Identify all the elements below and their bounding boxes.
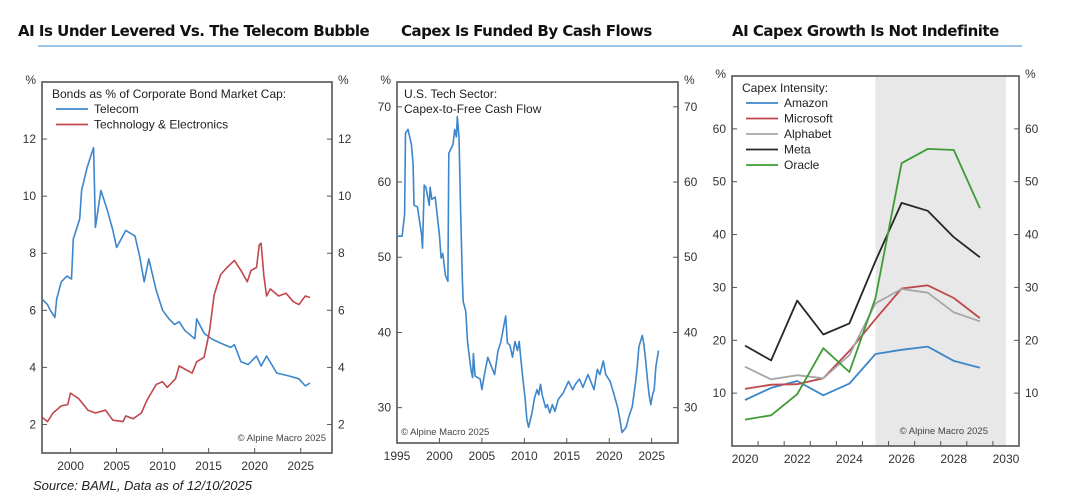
x-tick-label: 2024 [836,452,863,466]
y-tick-label-right: 10 [338,189,352,203]
x-tick-label: 2026 [888,452,915,466]
y-tick-label-left: 40 [713,228,727,242]
legend-label: Meta [784,143,811,157]
header-divider [38,45,1022,47]
y-tick-label-left: 30 [713,280,727,294]
plot-frame [731,75,1020,447]
y-tick-label-left: 50 [378,250,392,264]
y-tick-label-right: 6 [338,303,345,317]
copyright-annotation: © Alpine Macro 2025 [401,427,489,438]
legend-label: Microsoft [784,112,833,126]
y-tick-label-left: 20 [713,333,727,347]
legend-label: Amazon [784,96,828,110]
y-tick-label-left: 8 [29,246,36,260]
legend: U.S. Tech Sector:Capex-to-Free Cash Flow [404,87,542,116]
y-tick-label-right: 8 [338,246,345,260]
x-tick-label: 2000 [426,449,453,463]
x-tick-label: 2005 [469,449,496,463]
y-axis-unit-right: % [684,73,695,87]
x-tick-label: 2028 [940,452,967,466]
x-tick-label: 2010 [511,449,538,463]
y-tick-label-left: 70 [378,100,392,114]
x-tick-label: 1995 [384,449,411,463]
y-tick-label-right: 70 [684,100,698,114]
legend-label: Telecom [94,102,139,116]
x-tick-label: 2020 [732,452,759,466]
y-tick-label-right: 50 [684,250,698,264]
x-tick-label: 2020 [241,459,268,473]
y-tick-label-right: 50 [1025,175,1039,189]
legend-label: Alphabet [784,127,832,141]
y-tick-label-right: 60 [1025,122,1039,136]
legend-label: Oracle [784,158,820,172]
legend-title: Bonds as % of Corporate Bond Market Cap: [52,87,286,101]
series-group [744,147,981,421]
forecast-shaded-region [875,77,1006,446]
legend-subtitle: Capex-to-Free Cash Flow [404,102,542,116]
y-tick-label-left: 50 [713,175,727,189]
y-tick-label-right: 30 [684,401,698,415]
plot-frame [41,81,333,454]
y-axis-unit-right: % [338,73,349,87]
y-tick-label-left: 60 [378,175,392,189]
y-tick-label-right: 20 [1025,333,1039,347]
x-tick-label: 2005 [103,459,130,473]
y-axis-unit-left: % [715,67,726,81]
y-tick-label-right: 12 [338,132,352,146]
series-group [41,146,311,423]
x-tick-label: 2000 [57,459,84,473]
series-line-capex-to-free-cash-flow [397,115,660,434]
series-line-meta [744,201,981,362]
x-tick-label: 2025 [638,449,665,463]
y-tick-label-left: 60 [713,122,727,136]
y-tick-label-left: 6 [29,303,36,317]
y-tick-label-left: 10 [23,189,37,203]
x-tick-label: 2030 [993,452,1020,466]
y-tick-label-left: 12 [23,132,37,146]
copyright-annotation: © Alpine Macro 2025 [900,426,988,437]
legend-title: U.S. Tech Sector: [404,87,497,101]
series-group [397,115,660,434]
y-tick-label-right: 40 [684,325,698,339]
x-tick-label: 2025 [287,459,314,473]
y-axis-unit-right: % [1025,67,1036,81]
chart-1: % % 2 2 4 4 6 6 8 8 10 10 12 12 2000 2005 2010 2015 2020 20… [23,73,352,473]
x-tick-label: 2015 [195,459,222,473]
y-tick-label-right: 10 [1025,386,1039,400]
series-line-technology-electronics [41,242,311,423]
y-tick-label-right: 2 [338,417,345,431]
x-tick-label: 2010 [149,459,176,473]
y-tick-label-left: 10 [713,386,727,400]
legend-title: Capex Intensity: [742,81,828,95]
x-tick-label: 2015 [553,449,580,463]
chart-title-capex-cash-flows: Capex Is Funded By Cash Flows [401,22,652,40]
y-tick-label-left: 40 [378,325,392,339]
source-note: Source: BAML, Data as of 12/10/2025 [33,478,252,493]
y-tick-label-right: 40 [1025,228,1039,242]
y-tick-label-right: 60 [684,175,698,189]
chart-title-telecom-bubble: AI Is Under Levered Vs. The Telecom Bubb… [18,22,370,40]
y-tick-label-right: 30 [1025,280,1039,294]
series-line-oracle [744,147,981,421]
y-tick-label-left: 30 [378,401,392,415]
y-tick-label-left: 4 [29,360,36,374]
y-axis-unit-left: % [25,73,36,87]
legend: Bonds as % of Corporate Bond Market Cap:… [52,87,286,132]
series-line-alphabet [744,288,981,381]
y-axis-unit-left: % [380,73,391,87]
x-tick-label: 2022 [784,452,811,466]
plot-frame [396,81,679,444]
chart-2: % % 30 30 40 40 50 50 60 60 70 70 1995 2000 2005 2010 20… [378,73,698,463]
copyright-annotation: © Alpine Macro 2025 [238,433,326,444]
x-tick-label: 2020 [596,449,623,463]
legend-label: Technology & Electronics [94,118,228,132]
chart-title-ai-capex-growth: AI Capex Growth Is Not Indefinite [732,22,999,40]
y-tick-label-left: 2 [29,417,36,431]
series-line-telecom [41,146,311,387]
y-tick-label-right: 4 [338,360,345,374]
